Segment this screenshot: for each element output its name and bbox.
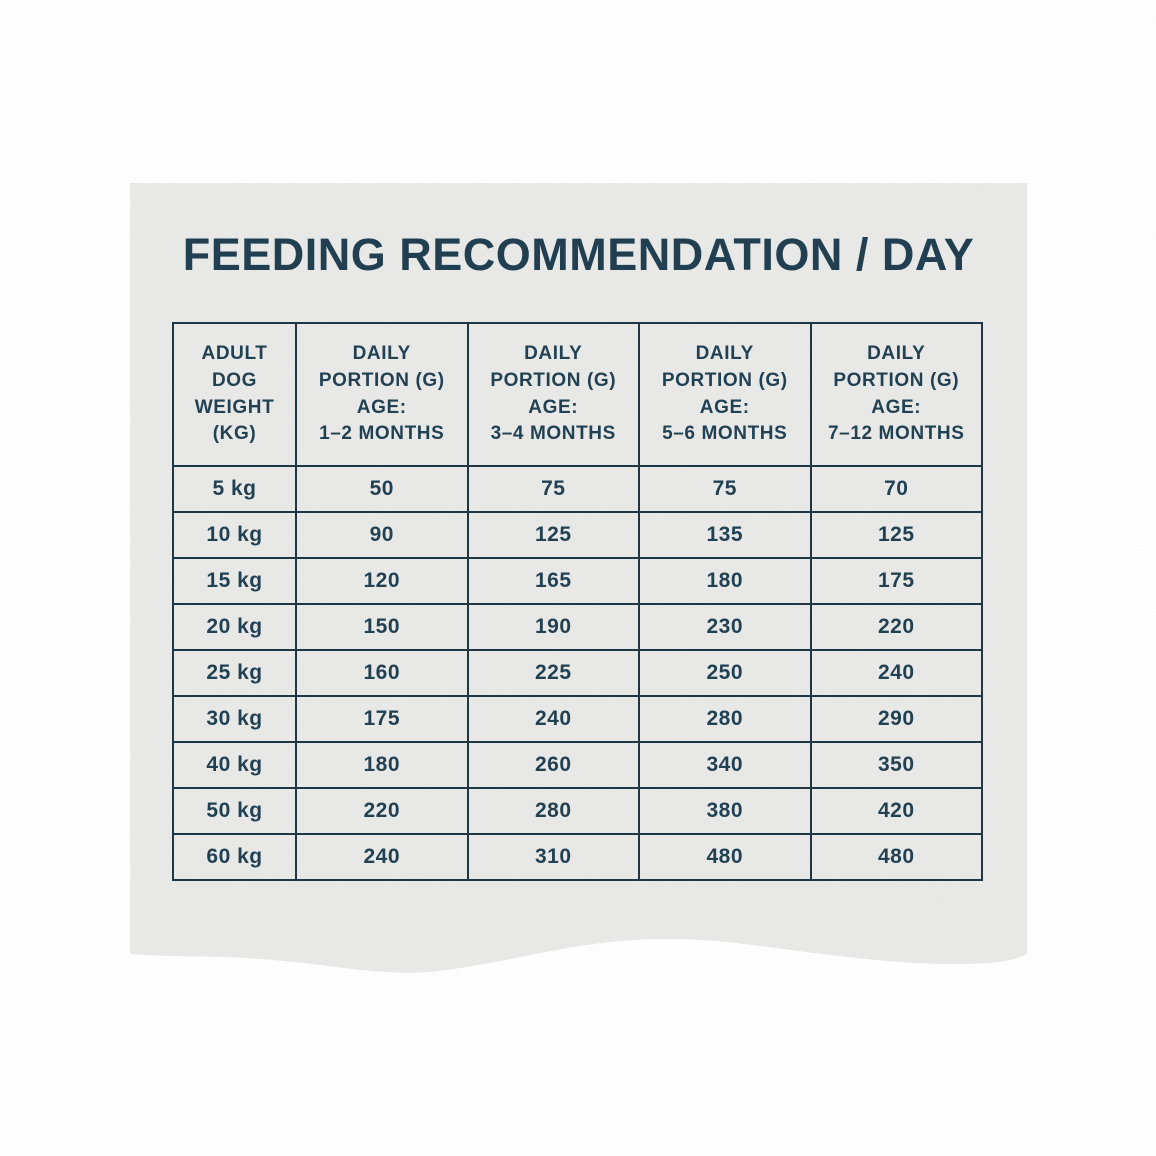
column-header-weight: ADULT DOG WEIGHT (KG) bbox=[172, 322, 297, 467]
portion-cell: 220 bbox=[295, 787, 469, 835]
portion-cell: 90 bbox=[295, 511, 469, 559]
column-header-portion-5-6-months: DAILY PORTION (G) AGE: 5–6 MONTHS bbox=[638, 322, 812, 467]
weight-cell: 15 kg bbox=[172, 557, 297, 605]
portion-cell: 175 bbox=[295, 695, 469, 743]
weight-cell: 50 kg bbox=[172, 787, 297, 835]
portion-cell: 165 bbox=[466, 557, 640, 605]
feeding-recommendation-card: FEEDING RECOMMENDATION / DAY ADULT DOG W… bbox=[130, 183, 1027, 978]
portion-cell: 120 bbox=[295, 557, 469, 605]
portion-cell: 150 bbox=[295, 603, 469, 651]
table-row: 60 kg 240 310 480 480 bbox=[172, 833, 983, 881]
portion-cell: 180 bbox=[295, 741, 469, 789]
portion-cell: 290 bbox=[809, 695, 983, 743]
page-title: FEEDING RECOMMENDATION / DAY bbox=[182, 229, 975, 280]
weight-cell: 30 kg bbox=[172, 695, 297, 743]
weight-cell: 60 kg bbox=[172, 833, 297, 881]
portion-cell: 180 bbox=[638, 557, 812, 605]
portion-cell: 160 bbox=[295, 649, 469, 697]
portion-cell: 135 bbox=[638, 511, 812, 559]
table-row: 40 kg 180 260 340 350 bbox=[172, 741, 983, 789]
portion-cell: 225 bbox=[466, 649, 640, 697]
portion-cell: 380 bbox=[638, 787, 812, 835]
table-row: 25 kg 160 225 250 240 bbox=[172, 649, 983, 697]
weight-cell: 10 kg bbox=[172, 511, 297, 559]
column-header-portion-3-4-months: DAILY PORTION (G) AGE: 3–4 MONTHS bbox=[466, 322, 640, 467]
card-content: FEEDING RECOMMENDATION / DAY ADULT DOG W… bbox=[130, 183, 1027, 978]
portion-cell: 310 bbox=[466, 833, 640, 881]
table-row: 20 kg 150 190 230 220 bbox=[172, 603, 983, 651]
column-header-portion-7-12-months: DAILY PORTION (G) AGE: 7–12 MONTHS bbox=[809, 322, 983, 467]
portion-cell: 350 bbox=[809, 741, 983, 789]
feeding-table: ADULT DOG WEIGHT (KG) DAILY PORTION (G) … bbox=[172, 322, 983, 881]
weight-cell: 40 kg bbox=[172, 741, 297, 789]
table-row: 30 kg 175 240 280 290 bbox=[172, 695, 983, 743]
portion-cell: 175 bbox=[809, 557, 983, 605]
portion-cell: 230 bbox=[638, 603, 812, 651]
table-row: 10 kg 90 125 135 125 bbox=[172, 511, 983, 559]
portion-cell: 480 bbox=[638, 833, 812, 881]
table-row: 50 kg 220 280 380 420 bbox=[172, 787, 983, 835]
portion-cell: 250 bbox=[638, 649, 812, 697]
weight-cell: 25 kg bbox=[172, 649, 297, 697]
portion-cell: 70 bbox=[809, 465, 983, 513]
portion-cell: 220 bbox=[809, 603, 983, 651]
portion-cell: 340 bbox=[638, 741, 812, 789]
table-row: 5 kg 50 75 75 70 bbox=[172, 465, 983, 513]
portion-cell: 280 bbox=[466, 787, 640, 835]
portion-cell: 75 bbox=[638, 465, 812, 513]
portion-cell: 75 bbox=[466, 465, 640, 513]
weight-cell: 5 kg bbox=[172, 465, 297, 513]
portion-cell: 125 bbox=[466, 511, 640, 559]
portion-cell: 260 bbox=[466, 741, 640, 789]
portion-cell: 125 bbox=[809, 511, 983, 559]
header-row: ADULT DOG WEIGHT (KG) DAILY PORTION (G) … bbox=[172, 322, 983, 467]
table-row: 15 kg 120 165 180 175 bbox=[172, 557, 983, 605]
portion-cell: 480 bbox=[809, 833, 983, 881]
portion-cell: 280 bbox=[638, 695, 812, 743]
portion-cell: 240 bbox=[809, 649, 983, 697]
portion-cell: 190 bbox=[466, 603, 640, 651]
portion-cell: 420 bbox=[809, 787, 983, 835]
portion-cell: 240 bbox=[295, 833, 469, 881]
portion-cell: 240 bbox=[466, 695, 640, 743]
weight-cell: 20 kg bbox=[172, 603, 297, 651]
column-header-portion-1-2-months: DAILY PORTION (G) AGE: 1–2 MONTHS bbox=[295, 322, 469, 467]
portion-cell: 50 bbox=[295, 465, 469, 513]
